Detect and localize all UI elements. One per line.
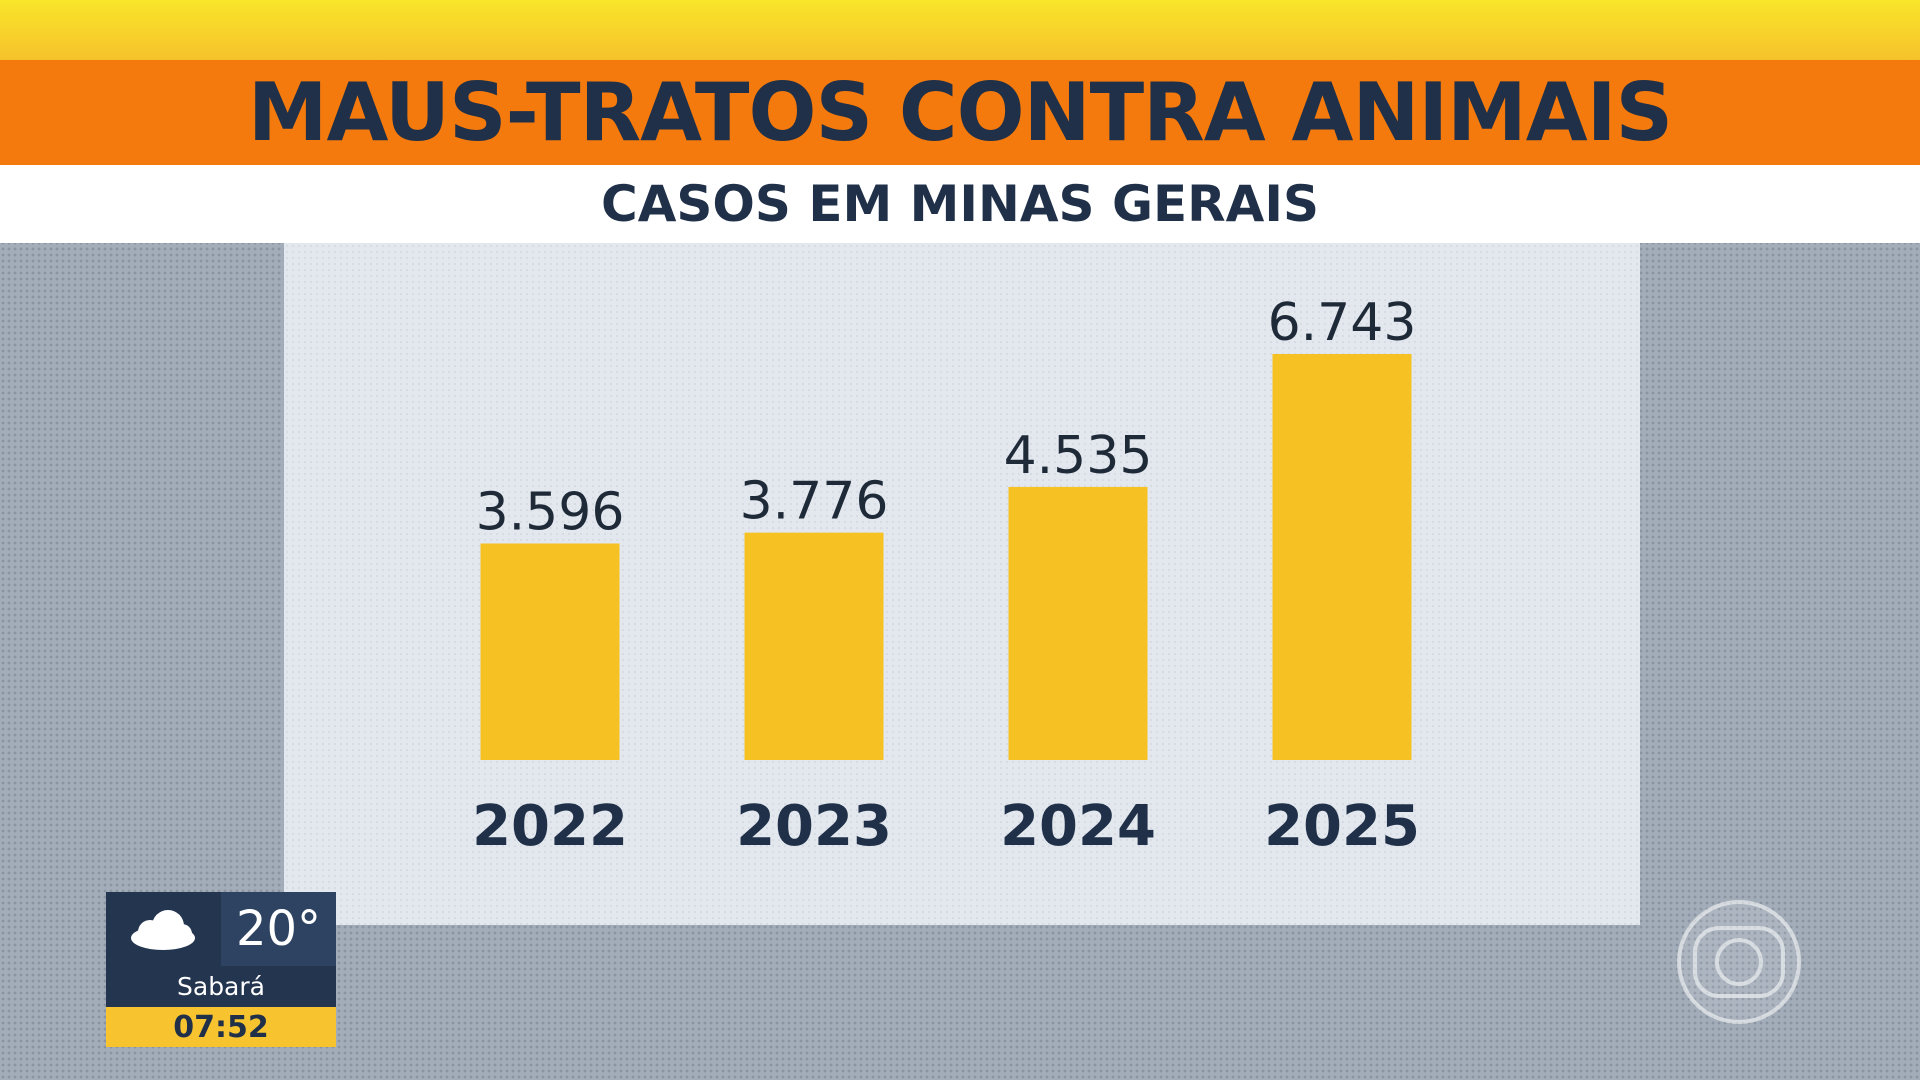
x-tick-label: 2025: [1264, 794, 1420, 859]
weather-city-box: Sabará: [106, 966, 336, 1007]
weather-widget: 20° Sabará 07:52: [106, 892, 336, 1047]
cloud-icon: [131, 910, 195, 950]
bar-value-label: 4.535: [1004, 426, 1153, 486]
weather-time: 07:52: [173, 1009, 269, 1045]
bar-2024: [1008, 486, 1148, 760]
bar-value-label: 3.776: [740, 472, 889, 532]
subtitle-band: CASOS EM MINAS GERAIS: [0, 165, 1920, 243]
chart-title: MAUS-TRATOS CONTRA ANIMAIS: [247, 66, 1673, 159]
bar-2023: [744, 532, 884, 760]
weather-city: Sabará: [177, 972, 265, 1001]
bar-2022: [480, 543, 620, 760]
weather-temperature: 20°: [235, 901, 322, 957]
x-tick-label: 2023: [736, 794, 892, 859]
chart-subtitle: CASOS EM MINAS GERAIS: [601, 175, 1319, 233]
x-tick-label: 2024: [1000, 794, 1156, 859]
weather-icon-box: [106, 892, 221, 966]
bar-value-label: 6.743: [1268, 293, 1417, 353]
bar-value-label: 3.596: [476, 482, 625, 542]
top-yellow-strip: [0, 0, 1920, 60]
weather-top-row: 20°: [106, 892, 336, 966]
weather-time-box: 07:52: [106, 1007, 336, 1047]
bar-2025: [1272, 354, 1412, 760]
broadcaster-logo-icon: [1677, 900, 1801, 1024]
x-tick-label: 2022: [472, 794, 628, 859]
title-band: MAUS-TRATOS CONTRA ANIMAIS: [0, 60, 1920, 165]
weather-temperature-box: 20°: [221, 892, 336, 966]
